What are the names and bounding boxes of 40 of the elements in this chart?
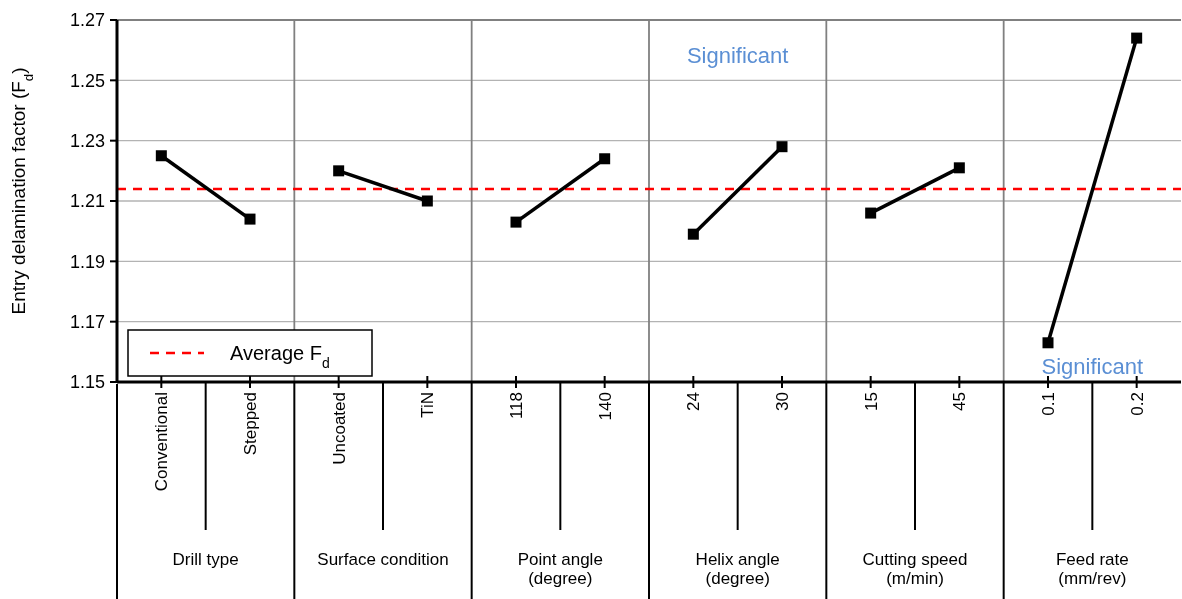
point <box>599 153 611 165</box>
point <box>953 162 965 174</box>
point <box>687 228 699 240</box>
point <box>1131 32 1143 44</box>
y-tick-label: 1.19 <box>69 251 105 272</box>
x-tick-label: 118 <box>507 392 526 420</box>
y-tick-label: 1.17 <box>69 311 105 332</box>
y-tick-label: 1.23 <box>69 130 105 151</box>
x-tick-label: 30 <box>773 392 792 411</box>
x-tick-label: 0.1 <box>1039 392 1058 416</box>
point <box>510 216 522 228</box>
y-tick-label: 1.25 <box>69 70 105 91</box>
point <box>421 195 433 207</box>
x-tick-label: 140 <box>595 392 615 421</box>
point <box>333 165 345 177</box>
text: Cutting speed (m/min) <box>862 550 968 588</box>
text: Point angle (degree) <box>517 550 603 588</box>
x-tick-label: Stepped <box>241 392 260 456</box>
point <box>244 213 256 225</box>
text: Drill type <box>172 550 239 569</box>
y-tick-label: 1.27 <box>69 10 105 31</box>
point <box>865 207 877 219</box>
point <box>155 150 167 162</box>
text: Feed rate (mm/rev) <box>1055 550 1129 588</box>
text: Helix angle (degree) <box>695 550 780 588</box>
y-tick-label: 1.15 <box>69 372 105 393</box>
x-tick-label: Uncoated <box>329 392 349 465</box>
point <box>776 141 788 153</box>
x-tick-label: 24 <box>684 392 704 411</box>
legend-label: Average F$_{d}$ <box>230 342 330 371</box>
x-tick-label: 45 <box>950 392 970 411</box>
annotation: Significant <box>686 42 789 68</box>
x-tick-label: Conventional <box>152 392 172 492</box>
y-tick-label: 1.21 <box>69 191 105 212</box>
x-tick-label: TiN <box>418 392 438 418</box>
x-tick-label: 15 <box>861 392 881 411</box>
point <box>1042 337 1054 349</box>
text: Surface condition <box>317 550 449 569</box>
annotation: Significant <box>1041 353 1144 379</box>
x-tick-label: 0.2 <box>1127 392 1147 416</box>
